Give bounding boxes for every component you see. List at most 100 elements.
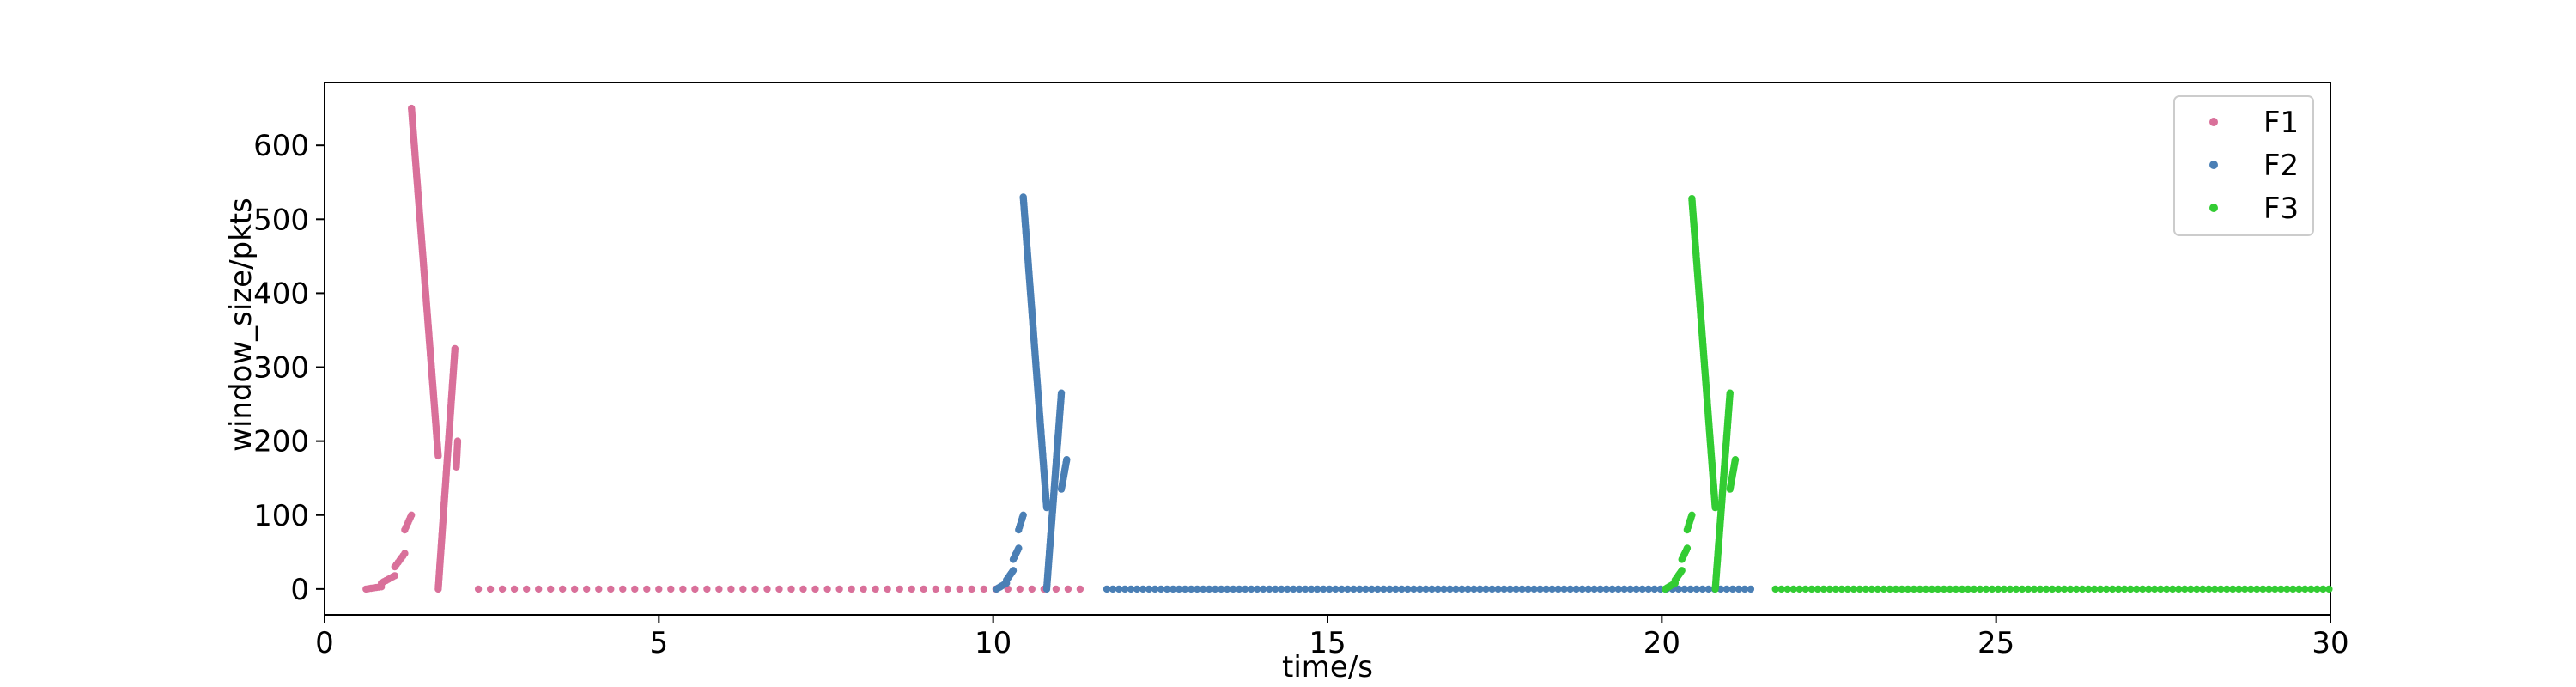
- data-point: [1392, 585, 1400, 593]
- data-point: [1512, 585, 1520, 593]
- data-point: [1632, 585, 1640, 593]
- data-point: [1133, 585, 1141, 593]
- data-point: [2205, 585, 2213, 593]
- data-point: [1212, 585, 1219, 593]
- data-point: [1206, 585, 1213, 593]
- data-point: [2223, 585, 2231, 593]
- data-point: [691, 585, 699, 593]
- legend: F1 F2 F3: [2173, 95, 2314, 236]
- data-point: [811, 585, 819, 593]
- data-point: [2000, 585, 2008, 593]
- data-point: [1175, 585, 1183, 593]
- data-point: [1789, 585, 1797, 593]
- data-point: [1578, 585, 1586, 593]
- data-point: [1163, 585, 1171, 593]
- data-point: [1530, 585, 1538, 593]
- data-point: [547, 585, 555, 593]
- data-point: [2235, 585, 2243, 593]
- data-point: [2265, 585, 2273, 593]
- data-point: [1410, 585, 1418, 593]
- data-point: [2175, 585, 2183, 593]
- data-point: [1464, 585, 1472, 593]
- data-point: [408, 511, 416, 519]
- data-point: [2139, 585, 2147, 593]
- data-point: [1121, 585, 1129, 593]
- data-point: [1284, 585, 1291, 593]
- data-point: [571, 585, 579, 593]
- legend-box: [2173, 95, 2314, 236]
- data-point: [535, 585, 543, 593]
- legend-label: F3: [2263, 192, 2299, 226]
- data-point: [2078, 585, 2087, 593]
- data-point: [486, 585, 495, 593]
- data-point: [2247, 585, 2255, 593]
- data-point: [2115, 585, 2123, 593]
- data-point: [2036, 585, 2044, 593]
- data-point: [2048, 585, 2057, 593]
- data-point: [1320, 585, 1327, 593]
- data-point: [1892, 585, 1900, 593]
- data-point: [1880, 585, 1888, 593]
- data-point: [498, 585, 507, 593]
- data-point: [2211, 585, 2219, 593]
- data-point: [1368, 585, 1376, 593]
- data-point: [1726, 389, 1735, 397]
- data-point: [1145, 585, 1153, 593]
- data-point: [1236, 585, 1243, 593]
- data-point: [607, 585, 615, 593]
- data-point: [1290, 585, 1297, 593]
- data-point: [1728, 585, 1737, 593]
- data-point: [1910, 585, 1918, 593]
- data-point: [1644, 585, 1653, 593]
- x-tick-label: 0: [315, 626, 334, 660]
- data-point: [2145, 585, 2153, 593]
- data-point: [920, 585, 927, 593]
- data-point: [1536, 585, 1544, 593]
- data-point: [1608, 585, 1616, 593]
- data-point: [1103, 585, 1111, 593]
- data-point: [2109, 585, 2117, 593]
- data-point: [1218, 585, 1225, 593]
- data-point: [872, 585, 879, 593]
- data-point: [2313, 585, 2321, 593]
- data-point: [1157, 585, 1165, 593]
- data-point: [655, 585, 663, 593]
- data-point: [848, 585, 855, 593]
- data-point: [2012, 585, 2020, 593]
- y-axis-ticks: 0 100 200 300 400 500 600: [253, 129, 325, 607]
- x-axis-ticks: 0 5 10 15 20 25 30: [315, 615, 2349, 660]
- data-point: [1596, 585, 1604, 593]
- data-points: [362, 104, 2333, 593]
- x-axis-label: time/s: [1282, 650, 1373, 684]
- data-point: [860, 585, 867, 593]
- data-point: [2066, 585, 2075, 593]
- data-point: [2024, 585, 2032, 593]
- data-point: [2121, 585, 2129, 593]
- data-point: [1350, 585, 1358, 593]
- data-point: [1638, 585, 1647, 593]
- data-point: [1795, 585, 1803, 593]
- data-point: [1584, 585, 1592, 593]
- data-point: [1922, 585, 1930, 593]
- data-point: [2241, 585, 2249, 593]
- legend-marker: [2209, 204, 2218, 212]
- data-point: [1019, 511, 1027, 519]
- y-tick-label: 400: [253, 277, 309, 311]
- data-point: [763, 585, 771, 593]
- data-point: [2181, 585, 2189, 593]
- data-point: [2060, 585, 2069, 593]
- data-point: [1064, 585, 1072, 593]
- data-point: [408, 104, 416, 112]
- data-point: [1626, 585, 1634, 593]
- data-point: [1970, 585, 1978, 593]
- data-point: [1009, 567, 1018, 575]
- data-point: [1016, 585, 1024, 593]
- data-point: [1952, 585, 1960, 593]
- data-point: [1398, 585, 1406, 593]
- data-point: [1747, 585, 1755, 593]
- y-tick-label: 500: [253, 203, 309, 237]
- data-point: [1548, 585, 1556, 593]
- data-point: [1683, 544, 1692, 552]
- data-point: [2301, 585, 2309, 593]
- data-point: [1476, 585, 1484, 593]
